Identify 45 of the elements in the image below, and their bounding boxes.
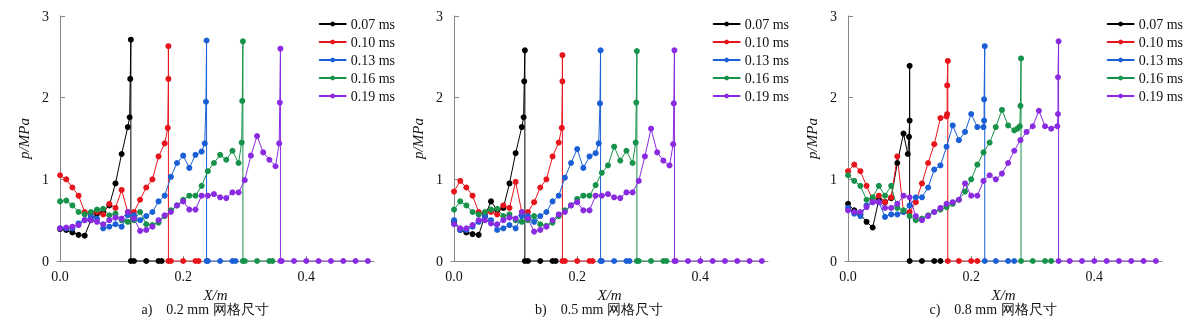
legend-label: 0.10 ms — [1138, 34, 1184, 50]
x-tick-label: 0.0 — [51, 268, 69, 284]
legend-label: 0.19 ms — [1138, 88, 1184, 104]
x-tick-label: 0.0 — [445, 268, 463, 284]
legend-label: 0.10 ms — [350, 34, 396, 50]
legend-label: 0.16 ms — [350, 70, 396, 86]
legend-label: 0.07 ms — [350, 16, 396, 32]
legend-label: 0.07 ms — [744, 16, 790, 32]
text: a) 0.2 mm 网格尺寸 — [141, 301, 269, 318]
legend-label: 0.19 ms — [350, 88, 396, 104]
y-axis-title: p/MPa — [15, 118, 32, 160]
legend-label: 0.07 ms — [1138, 16, 1184, 32]
y-tick-label: 1 — [830, 171, 837, 187]
x-tick-label: 0.2 — [962, 268, 980, 284]
x-axis-title: X/m — [596, 287, 622, 304]
y-tick-label: 1 — [42, 171, 49, 187]
text: c) 0.8 mm 网格尺寸 — [929, 301, 1057, 318]
legend-label: 0.13 ms — [350, 52, 396, 68]
x-tick-label: 0.4 — [297, 268, 316, 284]
y-tick-label: 0 — [436, 253, 443, 269]
x-tick-label: 0.2 — [174, 268, 192, 284]
legend-label: 0.10 ms — [744, 34, 790, 50]
x-tick-label: 0.4 — [1085, 268, 1104, 284]
y-tick-label: 2 — [830, 90, 837, 106]
legend-label: 0.13 ms — [1138, 52, 1184, 68]
y-axis-title: p/MPa — [409, 118, 426, 160]
x-tick-label: 0.0 — [839, 268, 857, 284]
text: b) 0.5 mm 网格尺寸 — [535, 301, 663, 318]
x-tick-label: 0.4 — [691, 268, 710, 284]
legend-label: 0.19 ms — [744, 88, 790, 104]
y-tick-label: 0 — [830, 253, 837, 269]
y-tick-label: 1 — [436, 171, 443, 187]
y-tick-label: 2 — [436, 90, 443, 106]
y-tick-label: 0 — [42, 253, 49, 269]
y-tick-label: 3 — [42, 8, 49, 24]
x-tick-label: 0.2 — [568, 268, 586, 284]
y-tick-label: 3 — [830, 8, 837, 24]
legend-label: 0.16 ms — [1138, 70, 1184, 86]
x-axis-title: X/m — [990, 287, 1016, 304]
legend-label: 0.13 ms — [744, 52, 790, 68]
y-axis-title: p/MPa — [803, 118, 820, 160]
y-tick-label: 2 — [42, 90, 49, 106]
y-tick-label: 3 — [436, 8, 443, 24]
legend-label: 0.16 ms — [744, 70, 790, 86]
x-axis-title: X/m — [202, 287, 228, 304]
